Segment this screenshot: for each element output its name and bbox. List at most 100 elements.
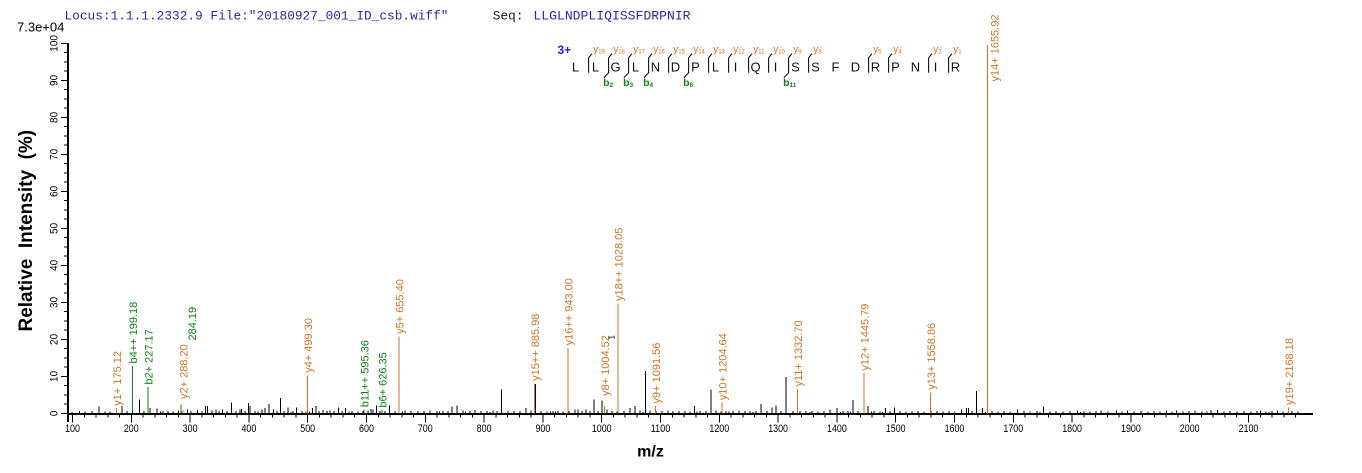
svg-text:2000: 2000 bbox=[1180, 423, 1200, 435]
svg-text:D: D bbox=[851, 59, 860, 74]
svg-text:30: 30 bbox=[49, 297, 61, 308]
svg-text:0: 0 bbox=[49, 411, 61, 417]
svg-text:y12: y12 bbox=[733, 44, 745, 55]
svg-text:y14+ 1655.92: y14+ 1655.92 bbox=[989, 15, 1001, 82]
svg-text:I: I bbox=[934, 59, 938, 74]
svg-text:600: 600 bbox=[359, 423, 374, 435]
svg-text:b2+ 227.17: b2+ 227.17 bbox=[144, 329, 156, 384]
svg-text:S: S bbox=[811, 59, 820, 74]
svg-text:y10+ 1204.64: y10+ 1204.64 bbox=[718, 333, 730, 400]
svg-text:R: R bbox=[951, 59, 960, 74]
svg-text:1100: 1100 bbox=[651, 423, 671, 435]
svg-text:1900: 1900 bbox=[1121, 423, 1141, 435]
svg-text:I: I bbox=[734, 59, 738, 74]
svg-text:y18++ 1028.05: y18++ 1028.05 bbox=[614, 228, 626, 301]
svg-text:2100: 2100 bbox=[1239, 423, 1259, 435]
svg-text:y18: y18 bbox=[613, 44, 625, 55]
svg-text:P: P bbox=[691, 59, 700, 74]
svg-text:70: 70 bbox=[49, 149, 61, 160]
svg-text:20: 20 bbox=[49, 334, 61, 345]
svg-text:y12+ 1445.79: y12+ 1445.79 bbox=[859, 304, 871, 371]
svg-text:N: N bbox=[651, 59, 660, 74]
svg-text:100: 100 bbox=[49, 35, 61, 52]
svg-text:900: 900 bbox=[535, 423, 550, 435]
svg-text:b6: b6 bbox=[683, 77, 693, 89]
svg-text:y16: y16 bbox=[653, 44, 665, 55]
svg-text:y9: y9 bbox=[793, 44, 802, 55]
svg-text:300: 300 bbox=[183, 423, 198, 435]
svg-text:L: L bbox=[572, 59, 579, 74]
svg-text:y5+ 655.40: y5+ 655.40 bbox=[395, 279, 407, 334]
svg-text:1500: 1500 bbox=[886, 423, 906, 435]
svg-text:1700: 1700 bbox=[1003, 423, 1023, 435]
svg-text:y15++ 885.98: y15++ 885.98 bbox=[530, 314, 542, 381]
svg-text:Q: Q bbox=[750, 59, 760, 74]
svg-text:y14: y14 bbox=[693, 44, 705, 55]
svg-text:b6+ 626.35: b6+ 626.35 bbox=[378, 352, 390, 407]
svg-text:1400: 1400 bbox=[827, 423, 847, 435]
svg-text:10: 10 bbox=[49, 371, 61, 382]
svg-text:1800: 1800 bbox=[1062, 423, 1082, 435]
svg-text:284.19: 284.19 bbox=[187, 307, 199, 341]
svg-text:y11+ 1332.70: y11+ 1332.70 bbox=[793, 320, 805, 386]
svg-text:y15: y15 bbox=[673, 44, 685, 55]
svg-text:L: L bbox=[592, 59, 599, 74]
svg-text:R: R bbox=[871, 59, 880, 74]
svg-text:y1+ 175.12: y1+ 175.12 bbox=[112, 351, 124, 406]
svg-text:N: N bbox=[911, 59, 920, 74]
svg-text:200: 200 bbox=[124, 423, 139, 435]
svg-text:LLGLNDPLIQISSFDRPNIR: LLGLNDPLIQISSFDRPNIR bbox=[533, 8, 690, 23]
svg-text:S: S bbox=[791, 59, 800, 74]
svg-text:y5: y5 bbox=[873, 44, 882, 55]
svg-text:L: L bbox=[712, 59, 719, 74]
svg-text:y1: y1 bbox=[953, 44, 962, 55]
svg-text:700: 700 bbox=[418, 423, 433, 435]
svg-text:y13+ 1558.86: y13+ 1558.86 bbox=[926, 323, 938, 390]
svg-text:y4+ 499.30: y4+ 499.30 bbox=[303, 318, 315, 373]
svg-text:b11: b11 bbox=[783, 77, 797, 89]
svg-text:b4: b4 bbox=[643, 77, 653, 89]
svg-text:50: 50 bbox=[49, 223, 61, 234]
svg-text:3+: 3+ bbox=[558, 43, 572, 57]
svg-text:500: 500 bbox=[300, 423, 315, 435]
svg-text:y8: y8 bbox=[813, 44, 822, 55]
svg-text:y4: y4 bbox=[893, 44, 902, 55]
svg-text:F: F bbox=[832, 59, 840, 74]
svg-text:y9+ 1091.56: y9+ 1091.56 bbox=[651, 343, 663, 404]
svg-text:G: G bbox=[610, 59, 620, 74]
svg-text:60: 60 bbox=[49, 186, 61, 197]
svg-text:Relative Intensity (%): Relative Intensity (%) bbox=[16, 130, 37, 332]
svg-text:1: 1 bbox=[608, 335, 617, 340]
svg-text:y16++ 943.00: y16++ 943.00 bbox=[564, 278, 576, 345]
svg-text:y2+ 288.20: y2+ 288.20 bbox=[179, 344, 191, 399]
svg-text:400: 400 bbox=[241, 423, 256, 435]
svg-text:I: I bbox=[774, 59, 778, 74]
svg-text:800: 800 bbox=[477, 423, 492, 435]
svg-text:1000: 1000 bbox=[592, 423, 612, 435]
svg-text:80: 80 bbox=[49, 112, 61, 123]
svg-text:L: L bbox=[632, 59, 639, 74]
svg-text:b11++ 595.36: b11++ 595.36 bbox=[359, 340, 371, 407]
svg-text:40: 40 bbox=[49, 260, 61, 271]
svg-text:7.3e+04: 7.3e+04 bbox=[17, 19, 64, 34]
svg-text:y11: y11 bbox=[753, 44, 765, 55]
svg-text:P: P bbox=[891, 59, 900, 74]
svg-text:b4++ 199.18: b4++ 199.18 bbox=[128, 302, 140, 364]
svg-text:1600: 1600 bbox=[945, 423, 965, 435]
svg-text:y17: y17 bbox=[633, 44, 645, 55]
svg-text:m/z: m/z bbox=[637, 444, 664, 461]
svg-text:D: D bbox=[671, 59, 680, 74]
svg-text:1300: 1300 bbox=[768, 423, 788, 435]
svg-text:Locus:1.1.1.2332.9 File:"20180: Locus:1.1.1.2332.9 File:"20180927_001_ID… bbox=[65, 8, 449, 23]
svg-text:y13: y13 bbox=[713, 44, 725, 55]
svg-text:b3: b3 bbox=[623, 77, 633, 89]
svg-text:100: 100 bbox=[65, 423, 80, 435]
svg-text:y10: y10 bbox=[773, 44, 785, 55]
svg-text:y8+ 1004.52: y8+ 1004.52 bbox=[600, 335, 612, 396]
svg-text:90: 90 bbox=[49, 75, 61, 86]
svg-text:1200: 1200 bbox=[709, 423, 729, 435]
svg-text:y19: y19 bbox=[593, 44, 605, 55]
svg-text:y19+ 2168.18: y19+ 2168.18 bbox=[1284, 338, 1296, 405]
svg-text:b2: b2 bbox=[603, 77, 613, 89]
svg-text:y2: y2 bbox=[933, 44, 942, 55]
